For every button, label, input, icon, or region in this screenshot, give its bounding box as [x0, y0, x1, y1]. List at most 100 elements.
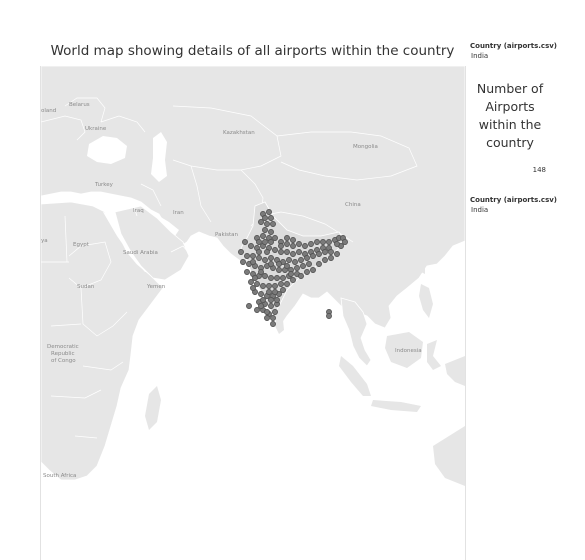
- airport-marker[interactable]: [258, 291, 264, 297]
- airport-marker[interactable]: [302, 243, 308, 249]
- airport-marker[interactable]: [310, 253, 316, 259]
- airport-marker[interactable]: [268, 229, 274, 235]
- airport-marker[interactable]: [270, 221, 276, 227]
- airport-marker[interactable]: [270, 321, 276, 327]
- airport-marker[interactable]: [262, 239, 268, 245]
- airport-marker[interactable]: [268, 239, 274, 245]
- airport-marker[interactable]: [292, 259, 298, 265]
- airport-marker[interactable]: [280, 275, 286, 281]
- map-canvas[interactable]: oland Belarus Ukraine Kazakhstan Mongoli…: [41, 66, 465, 560]
- airport-marker[interactable]: [268, 261, 274, 267]
- airport-marker[interactable]: [268, 215, 274, 221]
- airport-marker[interactable]: [264, 249, 270, 255]
- airport-marker[interactable]: [268, 303, 274, 309]
- airport-marker[interactable]: [258, 219, 264, 225]
- airport-marker[interactable]: [278, 243, 284, 249]
- airport-marker[interactable]: [264, 315, 270, 321]
- airport-marker[interactable]: [272, 247, 278, 253]
- airport-marker[interactable]: [326, 313, 332, 319]
- airport-marker[interactable]: [252, 275, 258, 281]
- airport-marker[interactable]: [262, 215, 268, 221]
- country-filter-1[interactable]: Country (airports.csv) India: [470, 42, 580, 61]
- airport-marker[interactable]: [248, 243, 254, 249]
- airport-marker[interactable]: [328, 255, 334, 261]
- airport-marker[interactable]: [266, 283, 272, 289]
- airport-marker[interactable]: [334, 241, 340, 247]
- airport-marker[interactable]: [258, 269, 264, 275]
- airport-marker[interactable]: [298, 273, 304, 279]
- airport-marker[interactable]: [256, 249, 262, 255]
- airport-marker[interactable]: [264, 221, 270, 227]
- airport-marker[interactable]: [266, 209, 272, 215]
- airport-marker[interactable]: [294, 265, 300, 271]
- airport-marker[interactable]: [260, 297, 266, 303]
- airport-marker[interactable]: [334, 251, 340, 257]
- airport-marker[interactable]: [296, 249, 302, 255]
- airport-marker[interactable]: [270, 315, 276, 321]
- airport-marker[interactable]: [310, 267, 316, 273]
- airport-marker[interactable]: [278, 249, 284, 255]
- airport-marker[interactable]: [258, 303, 264, 309]
- airport-marker[interactable]: [298, 257, 304, 263]
- airport-marker[interactable]: [256, 255, 262, 261]
- airport-marker[interactable]: [260, 283, 266, 289]
- airport-marker[interactable]: [322, 249, 328, 255]
- airport-marker[interactable]: [242, 239, 248, 245]
- airport-marker[interactable]: [244, 253, 250, 259]
- airport-marker[interactable]: [262, 227, 268, 233]
- airport-marker[interactable]: [262, 273, 268, 279]
- airport-marker[interactable]: [250, 259, 256, 265]
- airport-map[interactable]: oland Belarus Ukraine Kazakhstan Mongoli…: [40, 66, 466, 560]
- airport-marker[interactable]: [326, 239, 332, 245]
- airport-marker[interactable]: [316, 261, 322, 267]
- airport-marker[interactable]: [290, 277, 296, 283]
- airport-marker[interactable]: [266, 289, 272, 295]
- airport-marker[interactable]: [272, 235, 278, 241]
- airport-marker[interactable]: [328, 249, 334, 255]
- airport-marker[interactable]: [276, 267, 282, 273]
- airport-marker[interactable]: [296, 241, 302, 247]
- airport-marker[interactable]: [288, 271, 294, 277]
- airport-marker[interactable]: [284, 281, 290, 287]
- airport-marker[interactable]: [268, 297, 274, 303]
- airport-marker[interactable]: [260, 233, 266, 239]
- airport-marker[interactable]: [290, 251, 296, 257]
- airport-marker[interactable]: [262, 257, 268, 263]
- airport-marker[interactable]: [274, 275, 280, 281]
- airport-marker[interactable]: [272, 309, 278, 315]
- airport-marker[interactable]: [342, 239, 348, 245]
- airport-marker[interactable]: [246, 303, 252, 309]
- airport-marker[interactable]: [284, 235, 290, 241]
- airport-marker[interactable]: [268, 255, 274, 261]
- country-filter-2[interactable]: Country (airports.csv) India: [470, 196, 580, 215]
- airport-marker[interactable]: [276, 261, 282, 267]
- airport-marker[interactable]: [240, 259, 246, 265]
- airport-marker[interactable]: [272, 283, 278, 289]
- airport-marker[interactable]: [256, 239, 262, 245]
- airport-marker[interactable]: [248, 279, 254, 285]
- airport-marker[interactable]: [300, 263, 306, 269]
- airport-marker[interactable]: [308, 241, 314, 247]
- airport-marker[interactable]: [278, 281, 284, 287]
- airport-marker[interactable]: [272, 289, 278, 295]
- airport-marker[interactable]: [284, 249, 290, 255]
- airport-marker[interactable]: [274, 297, 280, 303]
- airport-marker[interactable]: [250, 285, 256, 291]
- airport-marker[interactable]: [322, 257, 328, 263]
- airport-marker[interactable]: [286, 257, 292, 263]
- airport-marker[interactable]: [264, 309, 270, 315]
- airport-marker[interactable]: [244, 269, 250, 275]
- airport-marker[interactable]: [284, 263, 290, 269]
- airport-marker[interactable]: [254, 307, 260, 313]
- airport-marker[interactable]: [280, 287, 286, 293]
- airport-marker[interactable]: [314, 239, 320, 245]
- airport-marker[interactable]: [290, 243, 296, 249]
- airport-marker[interactable]: [290, 237, 296, 243]
- airport-marker[interactable]: [238, 249, 244, 255]
- airport-marker[interactable]: [306, 261, 312, 267]
- airport-marker[interactable]: [250, 253, 256, 259]
- airport-marker[interactable]: [316, 251, 322, 257]
- airport-marker[interactable]: [304, 255, 310, 261]
- airport-marker[interactable]: [320, 239, 326, 245]
- airport-marker[interactable]: [304, 269, 310, 275]
